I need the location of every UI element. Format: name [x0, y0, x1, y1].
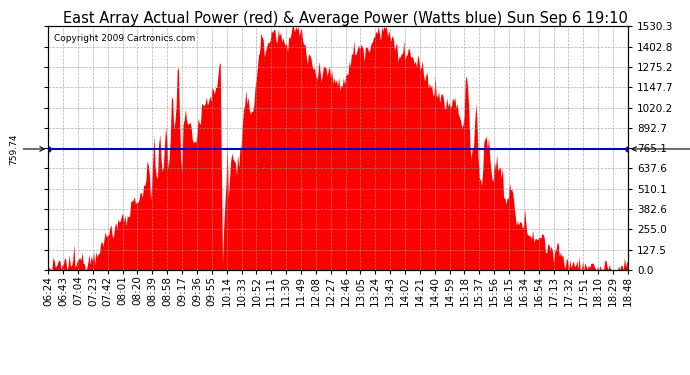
Text: Copyright 2009 Cartronics.com: Copyright 2009 Cartronics.com — [54, 34, 195, 43]
Text: East Array Actual Power (red) & Average Power (Watts blue) Sun Sep 6 19:10: East Array Actual Power (red) & Average … — [63, 11, 627, 26]
Text: 759.74: 759.74 — [9, 133, 44, 165]
Text: 759.74: 759.74 — [632, 133, 690, 165]
